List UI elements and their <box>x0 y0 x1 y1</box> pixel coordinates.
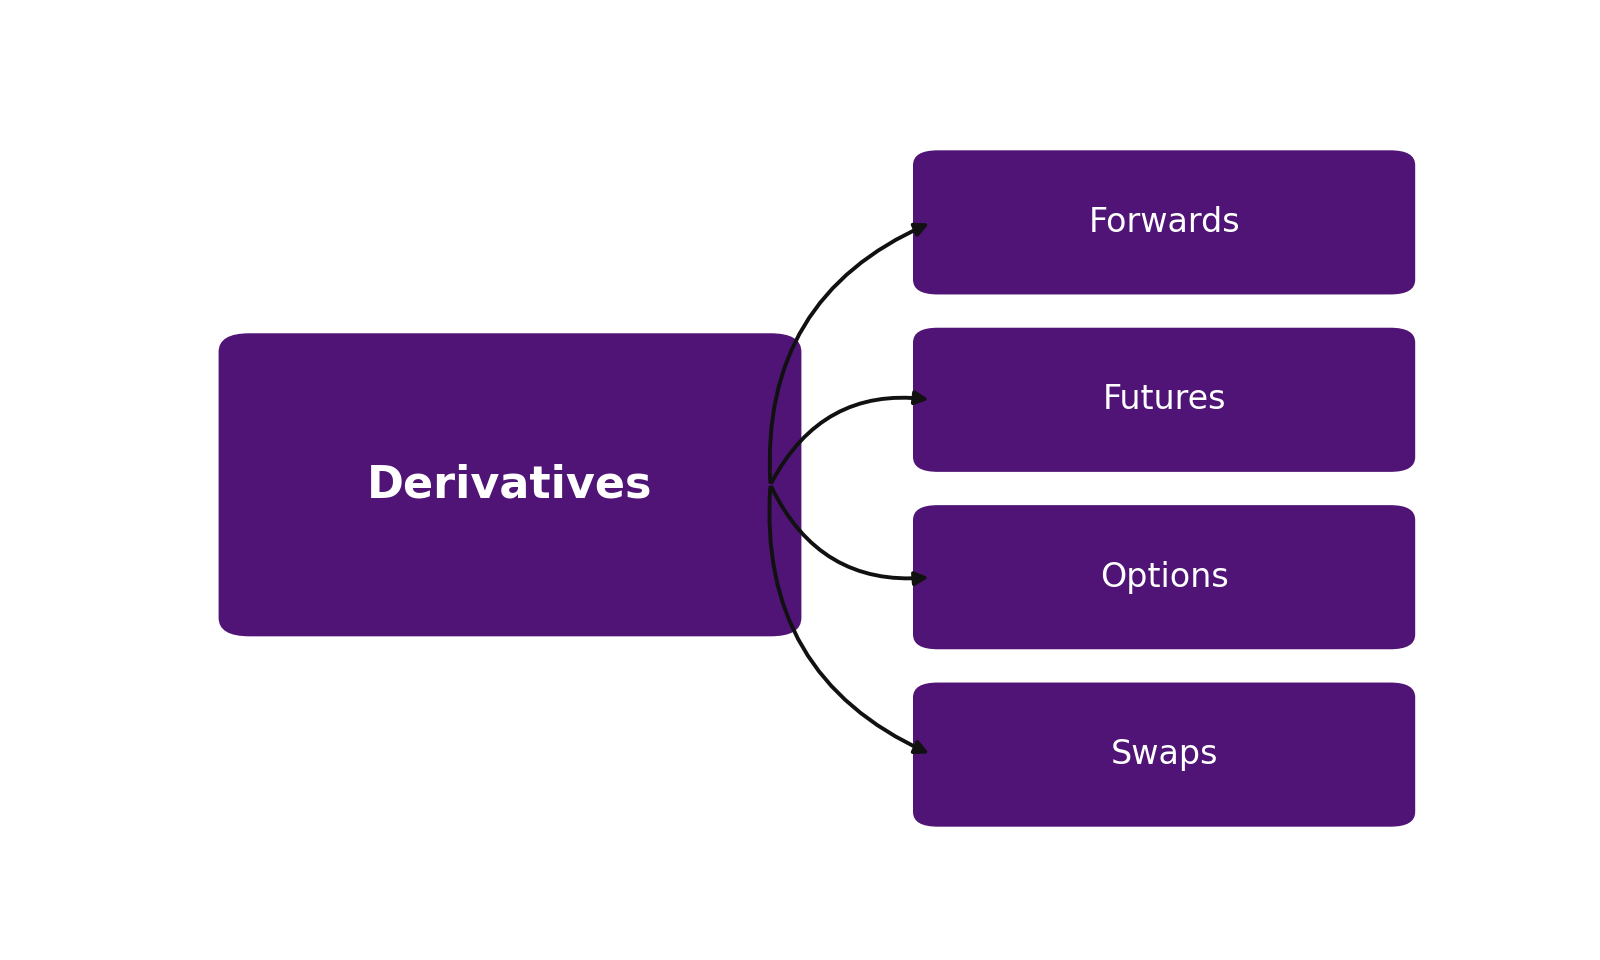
Text: Forwards: Forwards <box>1088 205 1240 239</box>
FancyBboxPatch shape <box>914 505 1416 649</box>
FancyBboxPatch shape <box>219 333 802 636</box>
Text: Derivatives: Derivatives <box>368 464 653 506</box>
FancyArrowPatch shape <box>770 488 925 752</box>
Text: Options: Options <box>1099 561 1229 593</box>
Text: Futures: Futures <box>1102 383 1226 417</box>
FancyArrowPatch shape <box>771 488 925 585</box>
FancyBboxPatch shape <box>914 327 1416 472</box>
FancyBboxPatch shape <box>914 151 1416 295</box>
FancyBboxPatch shape <box>914 683 1416 827</box>
FancyArrowPatch shape <box>771 393 925 482</box>
FancyArrowPatch shape <box>770 225 925 482</box>
Text: Swaps: Swaps <box>1110 738 1218 771</box>
